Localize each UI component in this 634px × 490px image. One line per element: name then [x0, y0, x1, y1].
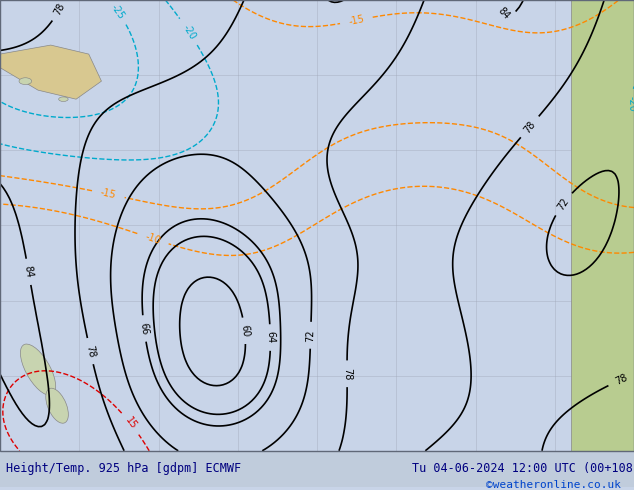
Text: -25: -25: [108, 2, 126, 21]
Ellipse shape: [58, 97, 68, 101]
Text: -10: -10: [144, 231, 162, 246]
Text: ©weatheronline.co.uk: ©weatheronline.co.uk: [486, 480, 621, 490]
Text: 78: 78: [84, 344, 96, 358]
Text: 64: 64: [265, 331, 275, 344]
Text: -15: -15: [100, 188, 117, 201]
Bar: [0, 451, 634, 487]
Text: 84: 84: [496, 5, 511, 21]
Text: 72: 72: [555, 196, 571, 212]
Polygon shape: [590, 23, 634, 428]
Text: -20: -20: [626, 96, 634, 112]
Ellipse shape: [46, 388, 68, 423]
Text: 84: 84: [23, 265, 34, 279]
Text: 72: 72: [306, 329, 316, 342]
Ellipse shape: [19, 78, 32, 85]
Text: Tu 04-06-2024 12:00 UTC (00+108): Tu 04-06-2024 12:00 UTC (00+108): [412, 463, 634, 475]
Text: 78: 78: [342, 368, 352, 380]
Text: 66: 66: [138, 322, 150, 335]
Text: -15: -15: [347, 14, 365, 27]
Text: 78: 78: [522, 119, 538, 135]
Text: -20: -20: [180, 23, 197, 41]
Text: 78: 78: [614, 372, 629, 387]
Polygon shape: [571, 0, 634, 451]
Text: 60: 60: [239, 324, 250, 337]
Text: 78: 78: [53, 1, 67, 17]
Ellipse shape: [20, 344, 56, 395]
Text: Height/Temp. 925 hPa [gdpm] ECMWF: Height/Temp. 925 hPa [gdpm] ECMWF: [6, 463, 242, 475]
Polygon shape: [0, 45, 101, 99]
Text: 15: 15: [123, 416, 138, 432]
